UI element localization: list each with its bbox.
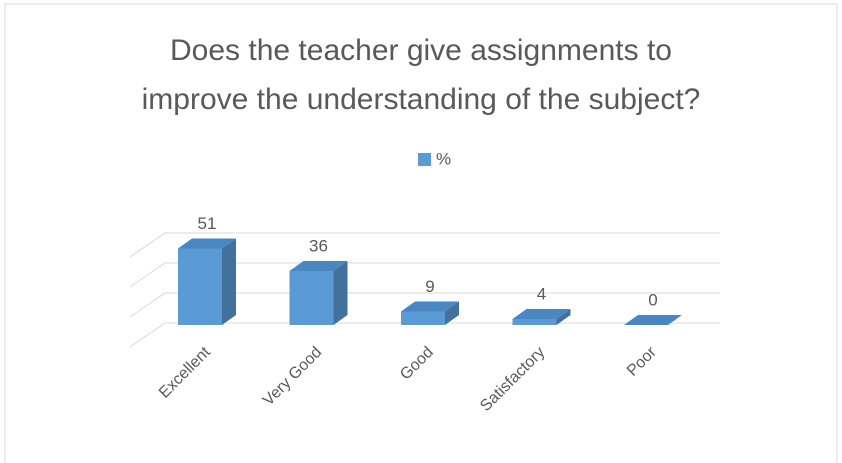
bar (178, 238, 236, 325)
bar-front (289, 271, 334, 325)
data-label: 51 (198, 214, 217, 233)
data-label: 9 (425, 277, 434, 296)
bar (289, 261, 348, 325)
data-label: 0 (648, 290, 657, 309)
bar-side (333, 261, 348, 325)
bar (512, 309, 571, 325)
legend-label: % (436, 149, 451, 168)
legend-swatch (418, 153, 431, 166)
bar-side (222, 238, 236, 325)
bar-front (512, 319, 557, 325)
chart-title: Does the teacher give assignments to (170, 34, 672, 67)
bar-top (624, 315, 682, 325)
bar-top (512, 309, 571, 319)
chart-title: improve the understanding of the subject… (142, 83, 701, 116)
data-label: 36 (309, 236, 328, 255)
bar-top (401, 301, 459, 312)
bar-side (445, 301, 459, 325)
bar-top (178, 238, 236, 249)
bar-top (289, 261, 348, 271)
grid-line (129, 292, 720, 318)
data-label: 4 (537, 284, 546, 303)
grid-line (129, 232, 720, 258)
grid-line (129, 262, 720, 288)
bar (401, 301, 459, 325)
bar-front (401, 311, 445, 325)
bar-side (556, 309, 571, 325)
bar-front (178, 248, 222, 325)
bar (624, 315, 682, 325)
